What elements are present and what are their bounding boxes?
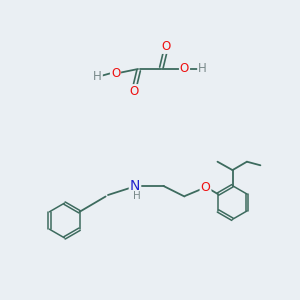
Text: O: O <box>201 181 210 194</box>
Text: O: O <box>129 85 138 98</box>
Text: O: O <box>180 62 189 76</box>
Text: O: O <box>111 67 120 80</box>
Text: H: H <box>198 62 207 76</box>
Text: H: H <box>133 190 140 201</box>
Text: O: O <box>162 40 171 53</box>
Text: H: H <box>93 70 102 83</box>
Text: N: N <box>130 179 140 193</box>
